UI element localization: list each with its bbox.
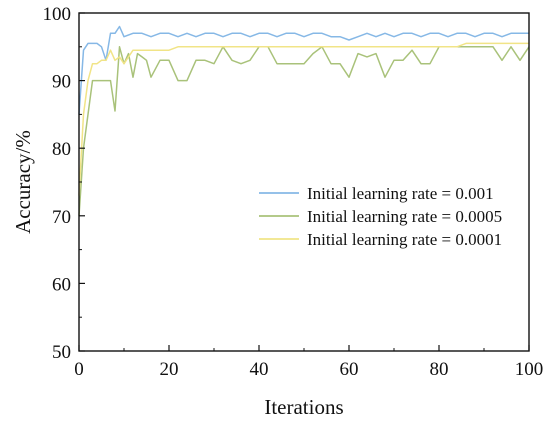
x-tick-label: 100 bbox=[515, 359, 544, 380]
series-lines bbox=[78, 25, 530, 216]
series-line-3 bbox=[78, 42, 529, 196]
x-tick-label: 0 bbox=[74, 359, 84, 380]
legend-label-3: Initial learning rate = 0.0001 bbox=[307, 230, 502, 249]
axes: 0 20 40 60 80 100 50 60 70 80 90 100 Iterations Accur… bbox=[11, 4, 543, 419]
legend-label-1: Initial learning rate = 0.001 bbox=[307, 184, 494, 203]
x-tick-label: 80 bbox=[430, 359, 449, 380]
y-tick-label: 70 bbox=[52, 207, 71, 228]
series-line-1 bbox=[78, 25, 529, 115]
y-tick-label: 50 bbox=[52, 342, 71, 363]
x-tick-label: 60 bbox=[340, 359, 359, 380]
x-axis-title: Iterations bbox=[264, 395, 343, 419]
x-tick-label: 20 bbox=[160, 359, 179, 380]
y-tick-label: 60 bbox=[52, 274, 71, 295]
y-tick-label: 100 bbox=[43, 4, 72, 25]
x-tick-label: 40 bbox=[250, 359, 269, 380]
legend: Initial learning rate = 0.001 Initial lea… bbox=[259, 184, 502, 249]
y-tick-label: 80 bbox=[52, 139, 71, 160]
legend-label-2: Initial learning rate = 0.0005 bbox=[307, 207, 502, 226]
y-tick-label: 90 bbox=[52, 72, 71, 93]
y-axis-title: Accuracy/% bbox=[11, 130, 35, 234]
